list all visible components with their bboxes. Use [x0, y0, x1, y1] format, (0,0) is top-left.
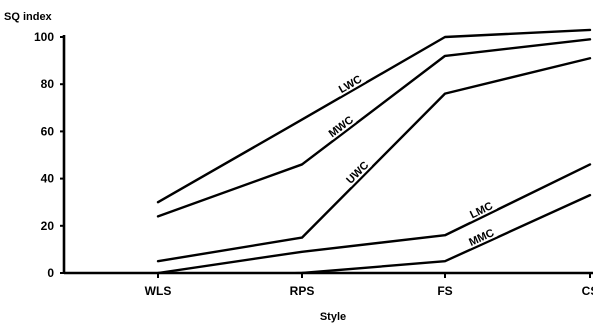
x-tick-label: CS — [582, 284, 593, 298]
series-label-halo — [333, 70, 366, 97]
y-tick-label: 0 — [47, 266, 54, 280]
series-line-lwc — [156, 28, 592, 204]
series-line-mwc — [156, 38, 592, 218]
y-tick-label: 80 — [41, 77, 55, 91]
series-label-halo — [464, 196, 498, 222]
x-tick-labels: WLS RPS FS CS — [145, 273, 593, 298]
series-lines — [156, 28, 592, 274]
series-label-halo — [464, 224, 498, 249]
series-label-halo — [324, 111, 357, 141]
series-label-halo — [341, 156, 372, 188]
x-tick-label: RPS — [290, 284, 315, 298]
axes — [62, 35, 593, 275]
series-line-lmc — [156, 163, 592, 274]
series-line-uwc — [156, 57, 592, 263]
y-axis-title: SQ index — [4, 11, 53, 23]
y-tick-label: 20 — [41, 219, 55, 233]
series-line-mmc — [234, 193, 592, 274]
y-tick-labels: 0 20 40 60 80 100 — [34, 30, 64, 280]
series-label-lwc-group: LWC — [333, 70, 366, 97]
y-tick-label: 40 — [41, 172, 55, 186]
x-tick-label: WLS — [145, 284, 172, 298]
x-axis-title: Style — [320, 311, 346, 323]
y-tick-label: 100 — [34, 30, 54, 44]
x-tick-label: FS — [437, 284, 452, 298]
y-tick-label: 60 — [41, 124, 55, 138]
